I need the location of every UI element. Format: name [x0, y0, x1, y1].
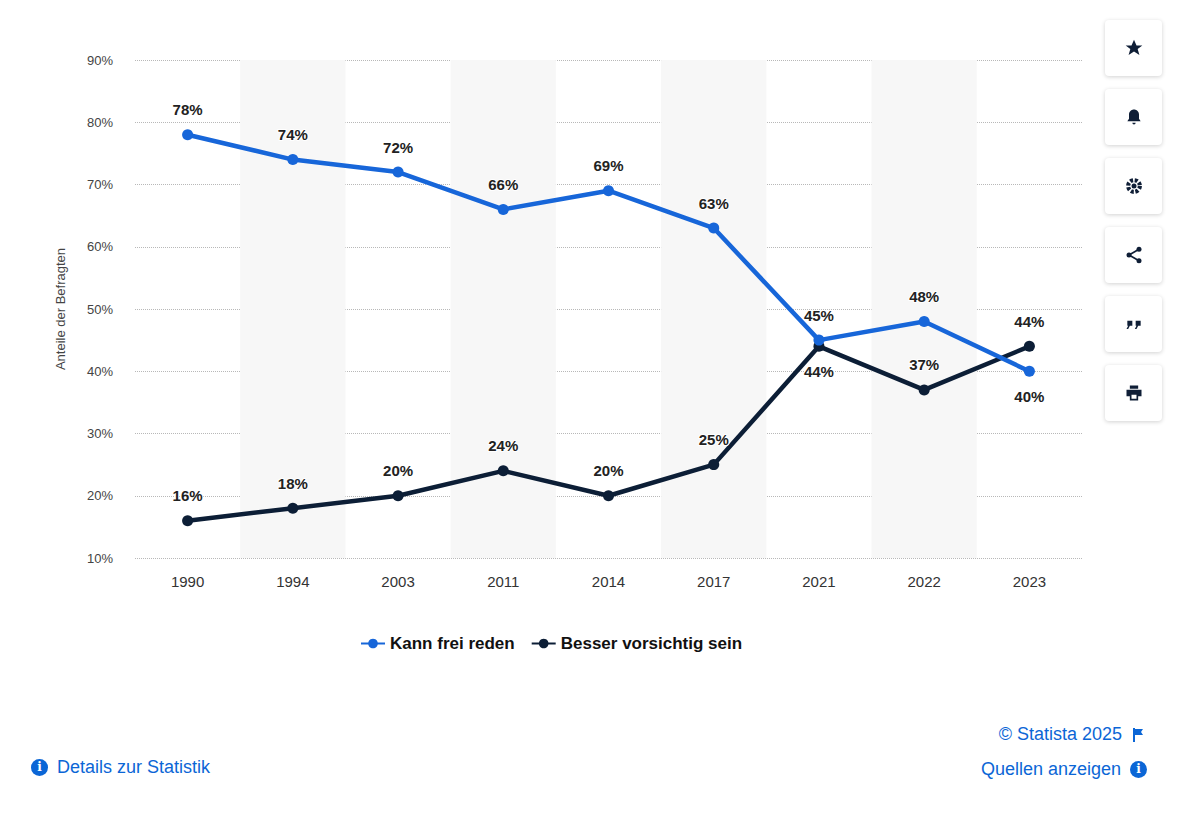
svg-text:80%: 80% — [87, 115, 113, 130]
svg-text:2003: 2003 — [381, 573, 414, 590]
html-text:i: i — [37, 760, 42, 774]
svg-text:2021: 2021 — [802, 573, 835, 590]
svg-text:40%: 40% — [87, 364, 113, 379]
svg-text:25%: 25% — [699, 431, 729, 448]
svg-text:2022: 2022 — [907, 573, 940, 590]
svg-text:72%: 72% — [383, 139, 413, 156]
html-text:Quellen anzeigen: Quellen anzeigen — [980, 759, 1121, 779]
svg-text:48%: 48% — [909, 288, 939, 305]
svg-text:50%: 50% — [87, 302, 113, 317]
svg-text:78%: 78% — [173, 101, 203, 118]
svg-text:10%: 10% — [87, 551, 113, 566]
svg-text:44%: 44% — [1014, 313, 1044, 330]
svg-text:70%: 70% — [87, 177, 113, 192]
svg-text:30%: 30% — [87, 426, 113, 441]
svg-text:40%: 40% — [1014, 388, 1044, 405]
svg-text:Besser vorsichtig sein: Besser vorsichtig sein — [561, 634, 742, 653]
svg-text:2011: 2011 — [487, 573, 519, 590]
svg-text:44%: 44% — [804, 363, 834, 380]
svg-text:2017: 2017 — [697, 573, 730, 590]
svg-text:90%: 90% — [87, 53, 113, 68]
svg-text:20%: 20% — [87, 488, 113, 503]
svg-text:Kann frei reden: Kann frei reden — [390, 634, 515, 653]
svg-text:60%: 60% — [87, 239, 113, 254]
svg-text:1994: 1994 — [276, 573, 309, 590]
html-text:© Statista 2025: © Statista 2025 — [998, 724, 1122, 744]
svg-text:66%: 66% — [488, 176, 518, 193]
svg-text:18%: 18% — [278, 475, 308, 492]
svg-text:16%: 16% — [173, 487, 203, 504]
svg-text:20%: 20% — [593, 462, 623, 479]
svg-text:45%: 45% — [804, 307, 834, 324]
svg-text:2023: 2023 — [1013, 573, 1046, 590]
svg-text:1990: 1990 — [171, 573, 204, 590]
svg-text:2014: 2014 — [592, 573, 625, 590]
svg-text:24%: 24% — [488, 437, 518, 454]
html-text:i: i — [1136, 762, 1141, 776]
svg-text:20%: 20% — [383, 462, 413, 479]
html-text:Details zur Statistik: Details zur Statistik — [57, 757, 210, 777]
svg-text:74%: 74% — [278, 126, 308, 143]
svg-text:Anteile der Befragten: Anteile der Befragten — [53, 248, 68, 370]
svg-text:37%: 37% — [909, 356, 939, 373]
svg-text:63%: 63% — [699, 195, 729, 212]
svg-text:69%: 69% — [593, 157, 623, 174]
